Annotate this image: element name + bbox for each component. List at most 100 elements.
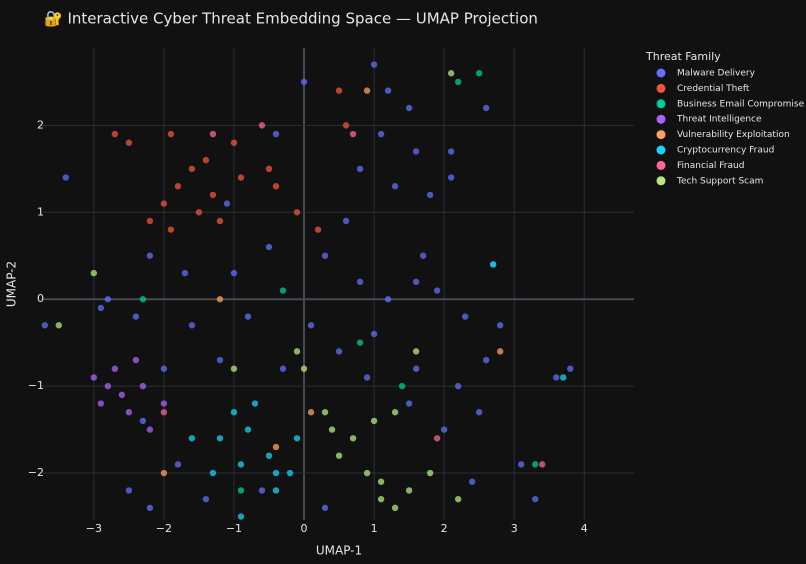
data-point (454, 382, 462, 390)
data-point (272, 130, 280, 138)
legend-label[interactable]: Business Email Compromise (677, 99, 805, 109)
data-point (300, 365, 308, 372)
data-point (125, 139, 133, 146)
data-point (475, 70, 483, 77)
data-point (230, 409, 238, 416)
data-point (139, 417, 147, 425)
data-point (139, 382, 147, 390)
data-point (125, 487, 133, 494)
legend-label[interactable]: Cryptocurrency Fraud (677, 146, 774, 156)
data-point (90, 269, 98, 277)
data-point (216, 356, 224, 364)
data-point (342, 217, 350, 225)
x-tick-label: 0 (301, 522, 308, 535)
data-point (363, 469, 371, 477)
data-point (188, 165, 196, 173)
legend-marker[interactable] (656, 176, 666, 186)
data-point (237, 513, 245, 520)
legend-marker[interactable] (656, 83, 666, 93)
legend-marker[interactable] (656, 145, 666, 155)
data-point (279, 365, 287, 372)
data-point (55, 322, 63, 329)
legend-label[interactable]: Threat Intelligence (676, 115, 762, 125)
data-point (174, 183, 182, 190)
data-point (567, 365, 574, 372)
plot-area (42, 48, 634, 520)
data-point (468, 478, 476, 485)
data-point (405, 400, 413, 407)
legend-label[interactable]: Malware Delivery (677, 69, 756, 79)
data-point (216, 217, 224, 225)
data-point (132, 356, 140, 364)
data-point (321, 252, 329, 259)
data-point (272, 469, 280, 477)
legend-label[interactable]: Financial Fraud (677, 161, 744, 171)
data-point (412, 278, 420, 286)
data-point (370, 417, 378, 425)
data-point (258, 122, 266, 129)
labels: −3 −2 −1 0 1 2 3 4 −2 −1 0 1 2 (28, 118, 588, 535)
data-point (160, 400, 168, 407)
legend-item[interactable]: Cryptocurrency Fraud (656, 145, 775, 156)
data-point (118, 391, 126, 399)
data-point (433, 287, 441, 294)
data-point (377, 478, 385, 485)
data-point (230, 139, 238, 146)
data-point (111, 130, 119, 138)
legend-label[interactable]: Vulnerability Exploitation (677, 130, 790, 140)
data-point (447, 70, 455, 77)
data-point (195, 209, 203, 216)
data-point (356, 165, 364, 173)
data-point (377, 495, 385, 503)
legend-marker[interactable] (656, 114, 666, 124)
data-point (237, 174, 245, 181)
legend-label[interactable]: Tech Support Scam (676, 176, 763, 186)
data-point (475, 409, 483, 416)
data-point (532, 495, 539, 503)
legend-marker[interactable] (656, 99, 666, 109)
legend-label[interactable]: Credential Theft (677, 84, 750, 94)
legend-item[interactable]: Threat Intelligence (656, 114, 762, 125)
legend-item[interactable]: Vulnerability Exploitation (656, 130, 790, 140)
data-point (167, 226, 175, 233)
y-tick-label: −1 (28, 379, 44, 392)
data-point (111, 365, 119, 372)
legend-item[interactable]: Credential Theft (656, 83, 750, 94)
data-point (230, 269, 238, 277)
data-point (412, 348, 420, 355)
legend-item[interactable]: Business Email Compromise (656, 99, 805, 109)
x-axis-title: UMAP-1 (316, 544, 362, 558)
legend-title: Threat Family (645, 50, 721, 63)
legend-item[interactable]: Financial Fraud (656, 160, 745, 171)
data-point (391, 183, 399, 190)
legend-item[interactable]: Malware Delivery (656, 68, 756, 79)
data-point (398, 382, 406, 390)
legend-marker[interactable] (656, 68, 666, 78)
data-point (349, 130, 357, 138)
y-tick-label: 1 (37, 205, 44, 218)
data-point (279, 287, 287, 294)
data-point (293, 435, 301, 442)
data-point (272, 443, 280, 451)
data-point (532, 461, 539, 468)
legend-item[interactable]: Tech Support Scam (656, 176, 764, 186)
data-point (314, 226, 322, 233)
data-point (146, 426, 154, 433)
data-point (335, 452, 343, 459)
legend-marker[interactable] (656, 160, 666, 170)
data-point (160, 469, 168, 477)
data-point (90, 374, 98, 381)
data-point (272, 183, 280, 190)
legend: Malware Delivery Credential Theft Business… (656, 68, 805, 186)
y-axis-title: UMAP-2 (5, 261, 19, 307)
data-point (97, 304, 105, 312)
data-point (167, 130, 175, 138)
data-point (265, 452, 273, 459)
data-point (539, 461, 546, 468)
legend-marker[interactable] (656, 130, 666, 140)
y-tick-label: −2 (28, 466, 44, 479)
data-point (41, 322, 49, 329)
data-point (335, 87, 343, 94)
y-tick-label: 0 (37, 292, 44, 305)
